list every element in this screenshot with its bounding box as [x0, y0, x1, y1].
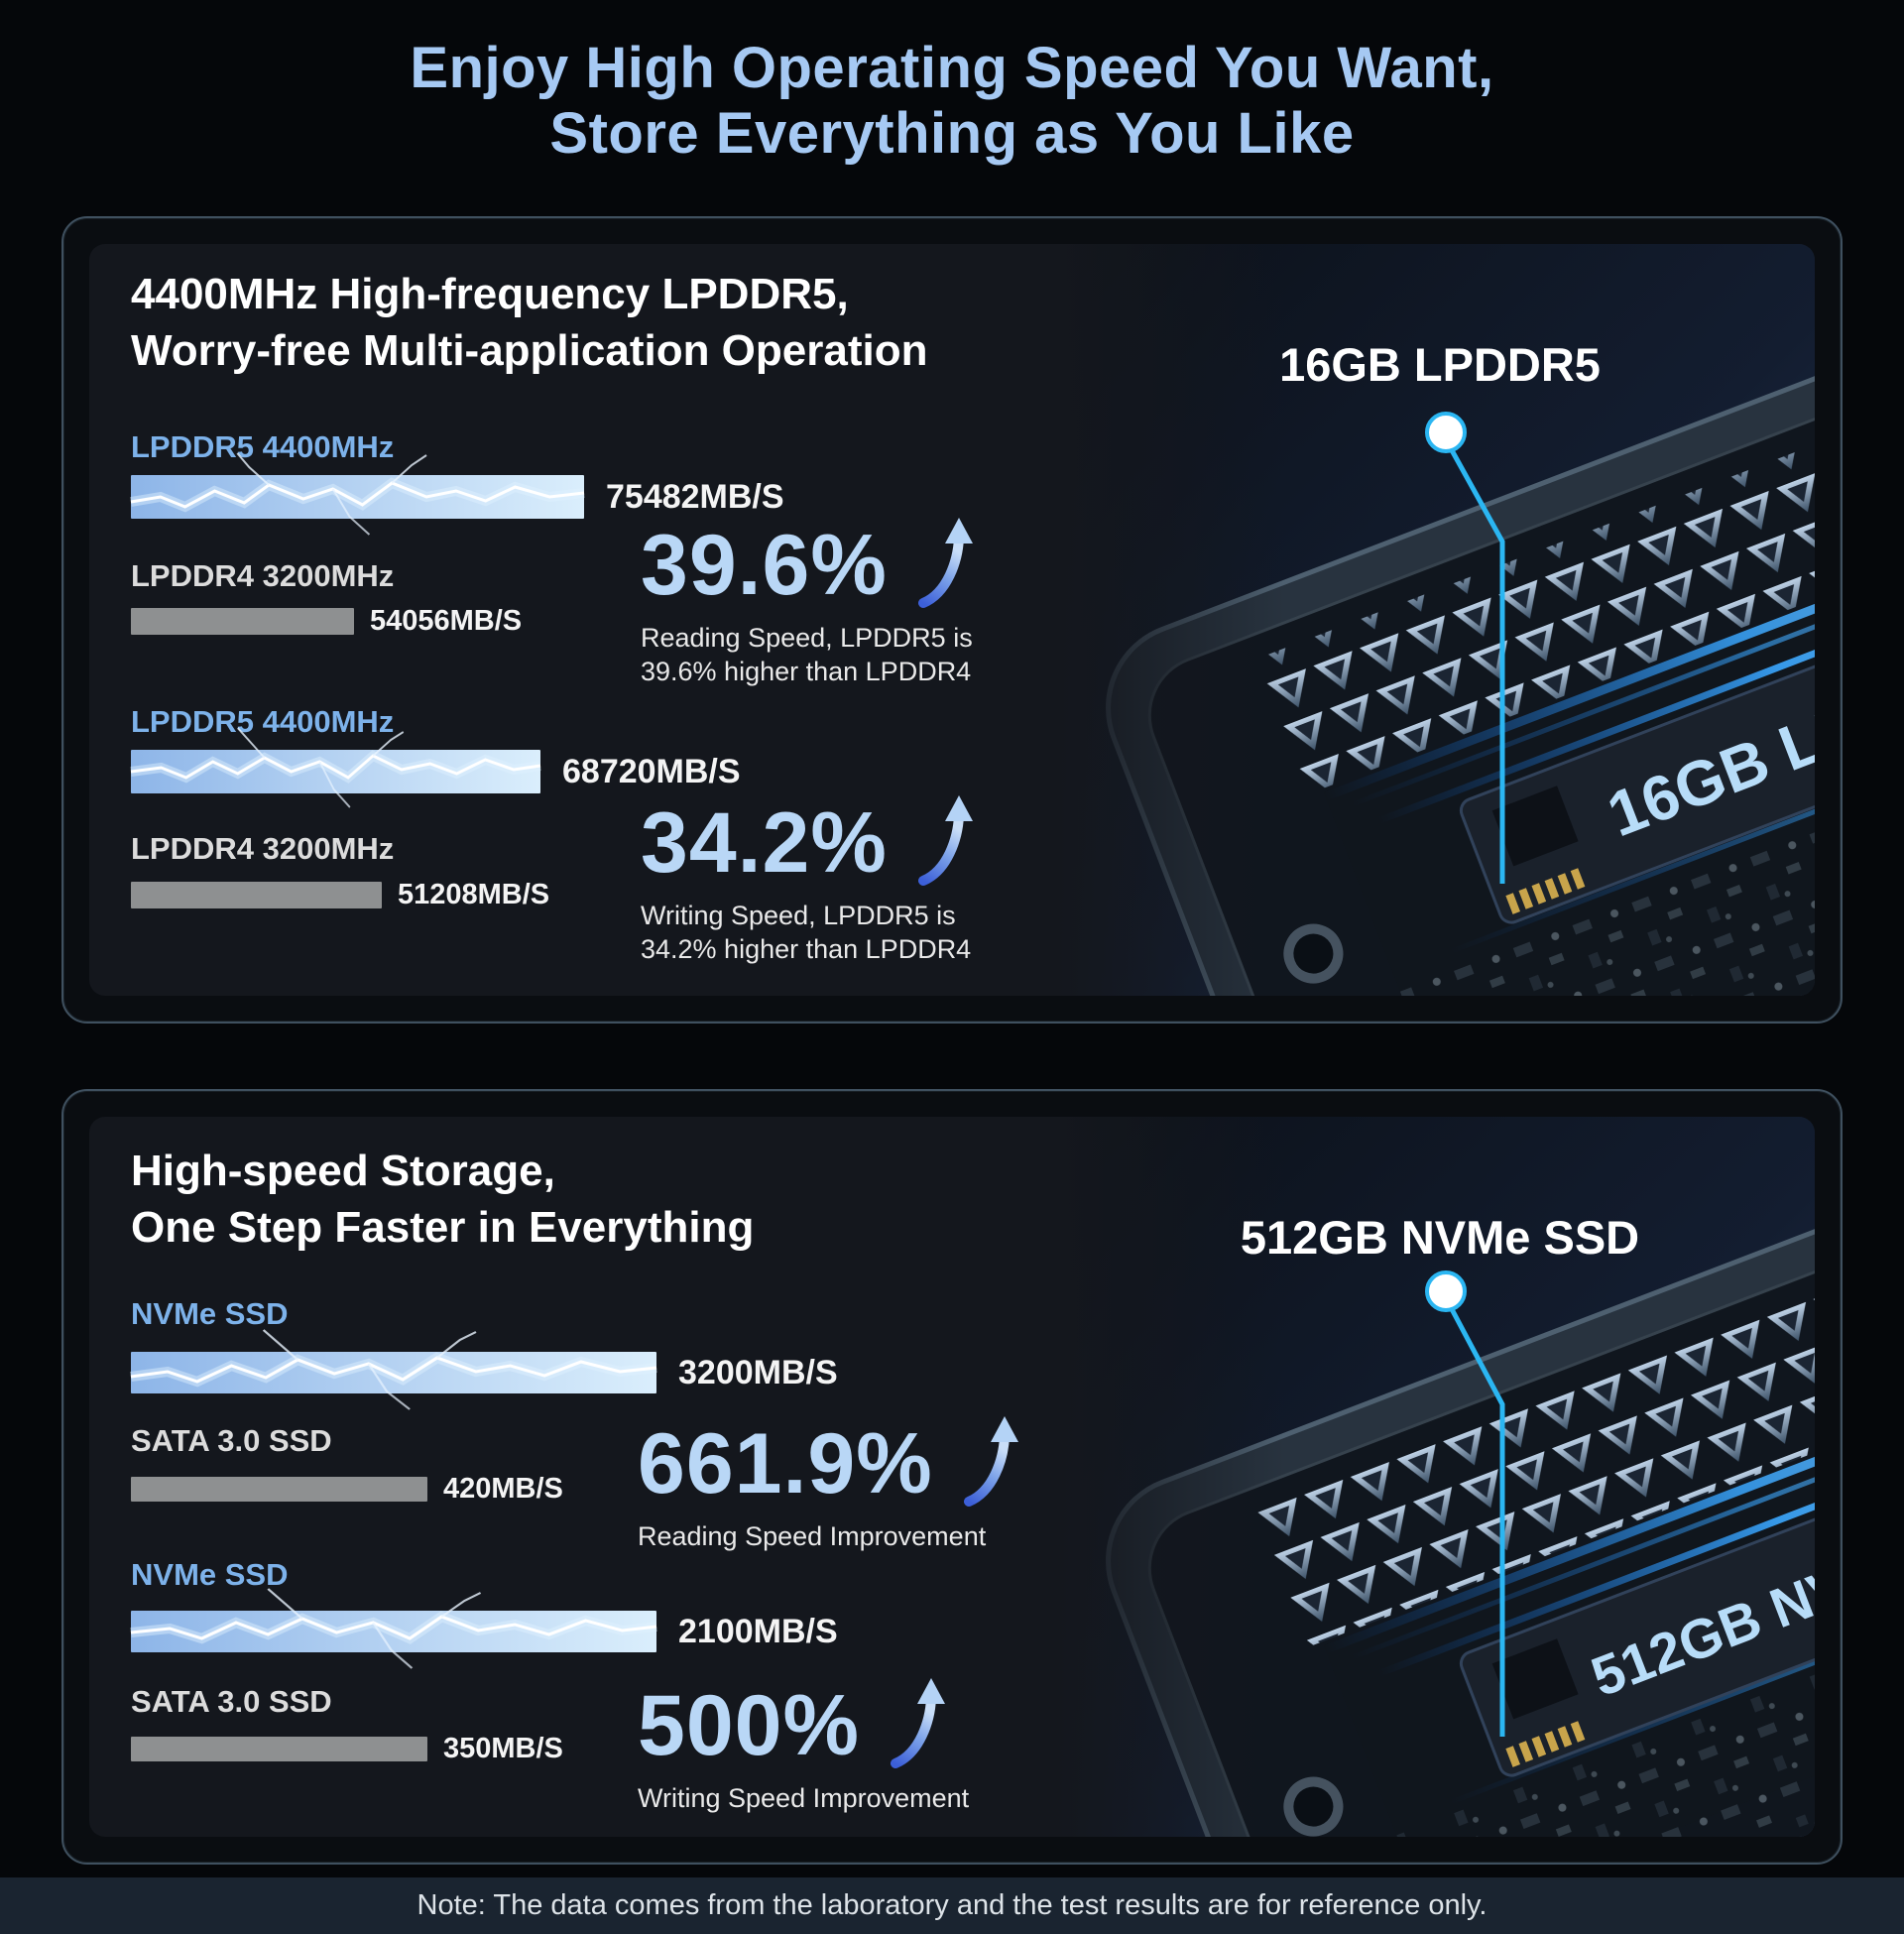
- bar-lpddr5-read: [130, 452, 585, 536]
- memory-card: 16GB LPDDR5 16GB LPDDR5 4400MHz High-fre…: [89, 244, 1815, 996]
- memory-product-photo: 16GB LPDDR5: [1056, 244, 1815, 996]
- storage-heading-line1: High-speed Storage,: [131, 1147, 555, 1195]
- bar-sata-write: [131, 1737, 427, 1761]
- read-improvement-block: 661.9% Reading Speed Improvement: [638, 1416, 1020, 1553]
- bar-value: 68720MB/S: [562, 752, 741, 790]
- ssd-stick: [1459, 1409, 1815, 1777]
- callout-line: [1449, 1307, 1505, 1737]
- bar-lpddr5-write: [130, 727, 541, 808]
- footnote-text: Note: The data comes from the laboratory…: [416, 1889, 1488, 1921]
- callout-dot: [1425, 412, 1467, 453]
- memory-heading-line2: Worry-free Multi-application Operation: [131, 326, 928, 375]
- memory-panel: 16GB LPDDR5 16GB LPDDR5 4400MHz High-fre…: [61, 216, 1843, 1024]
- bar-label-lpddr4-write: LPDDR4 3200MHz: [131, 831, 395, 866]
- read-improvement-caption: Reading Speed Improvement: [638, 1521, 987, 1551]
- read-improvement-percent: 39.6%: [641, 518, 888, 613]
- bar-row-sata-write: 350MB/S: [131, 1733, 563, 1765]
- vent-grille: [1255, 1192, 1815, 1647]
- bar-label-lpddr4-read: LPDDR4 3200MHz: [131, 558, 395, 593]
- bar-label-nvme-read: NVMe SSD: [131, 1296, 289, 1331]
- gold-contacts: [1505, 868, 1586, 914]
- memory-stick: [1459, 556, 1815, 924]
- bar-row-nvme-read: 3200MB/S: [130, 1329, 838, 1410]
- bar-label-sata-read: SATA 3.0 SSD: [131, 1423, 332, 1458]
- write-improvement-percent: 500%: [638, 1678, 860, 1773]
- callout-dot: [1425, 1270, 1467, 1312]
- mini-pc-device: 512GB NVMe SSD: [1106, 1160, 1815, 1837]
- memory-callout-label: 16GB LPDDR5: [1279, 338, 1601, 391]
- memory-heading-line1: 4400MHz High-frequency LPDDR5,: [131, 270, 849, 318]
- bar-row-nvme-write: 2100MB/S: [130, 1588, 838, 1669]
- bar-row-lpddr5-read: 75482MB/S: [130, 452, 784, 536]
- storage-heading: High-speed Storage, One Step Faster in E…: [131, 1143, 754, 1256]
- bar-sata-read: [131, 1477, 427, 1502]
- bar-row-lpddr4-write: 51208MB/S: [131, 879, 549, 911]
- up-arrow-icon: [963, 1416, 1018, 1507]
- write-improvement-percent: 34.2%: [641, 795, 888, 891]
- bar-label-lpddr5-read: LPDDR5 4400MHz: [131, 429, 395, 464]
- bar-row-lpddr5-write: 68720MB/S: [130, 727, 741, 808]
- up-arrow-icon: [890, 1678, 945, 1768]
- lightning-effect: [130, 1329, 657, 1410]
- read-improvement-percent: 661.9%: [638, 1416, 933, 1511]
- write-improvement-block: 34.2% Writing Speed, LPDDR5 is 34.2% hig…: [641, 795, 975, 966]
- write-improvement-block: 500% Writing Speed Improvement: [638, 1678, 970, 1815]
- bar-value: 3200MB/S: [678, 1353, 838, 1391]
- bar-label-sata-write: SATA 3.0 SSD: [131, 1684, 332, 1719]
- bar-row-lpddr4-read: 54056MB/S: [131, 605, 522, 638]
- bar-value: 51208MB/S: [398, 879, 550, 910]
- vent-grille: [1255, 339, 1815, 794]
- write-improvement-caption: Writing Speed Improvement: [638, 1783, 970, 1813]
- page-title: Enjoy High Operating Speed You Want, Sto…: [0, 36, 1904, 167]
- up-arrow-icon: [917, 795, 973, 886]
- screw-hole: [1283, 923, 1344, 984]
- storage-product-photo: 512GB NVMe SSD: [1056, 1117, 1815, 1837]
- bar-value: 350MB/S: [443, 1733, 563, 1764]
- bar-nvme-write: [130, 1588, 657, 1669]
- up-arrow-icon: [917, 518, 973, 608]
- bar-value: 54056MB/S: [370, 605, 523, 637]
- storage-panel: 512GB NVMe SSD 512GB NVMe SSD High-speed…: [61, 1089, 1843, 1865]
- page-title-line1: Enjoy High Operating Speed You Want,: [410, 36, 1494, 100]
- gold-contacts: [1505, 1721, 1586, 1767]
- bar-label-nvme-write: NVMe SSD: [131, 1557, 289, 1592]
- bar-label-lpddr5-write: LPDDR5 4400MHz: [131, 704, 395, 739]
- bar-nvme-read: [130, 1329, 657, 1410]
- read-improvement-block: 39.6% Reading Speed, LPDDR5 is 39.6% hig…: [641, 518, 975, 688]
- page-title-line2: Store Everything as You Like: [549, 101, 1355, 166]
- lightning-effect: [130, 1588, 657, 1669]
- bar-value: 420MB/S: [443, 1473, 563, 1505]
- bar-value: 2100MB/S: [678, 1612, 838, 1650]
- bar-row-sata-read: 420MB/S: [131, 1473, 563, 1506]
- bar-value: 75482MB/S: [606, 477, 784, 516]
- screw-hole: [1283, 1776, 1344, 1837]
- memory-heading: 4400MHz High-frequency LPDDR5, Worry-fre…: [131, 266, 927, 379]
- bar-lpddr4-read: [131, 608, 354, 635]
- write-improvement-caption: Writing Speed, LPDDR5 is 34.2% higher th…: [641, 901, 972, 964]
- storage-callout-label: 512GB NVMe SSD: [1240, 1211, 1640, 1264]
- storage-heading-line2: One Step Faster in Everything: [131, 1203, 755, 1252]
- bar-lpddr4-write: [131, 882, 382, 908]
- footnote-strip: Note: The data comes from the laboratory…: [0, 1877, 1904, 1934]
- callout-line: [1449, 448, 1505, 884]
- storage-card: 512GB NVMe SSD 512GB NVMe SSD High-speed…: [89, 1117, 1815, 1837]
- read-improvement-caption: Reading Speed, LPDDR5 is 39.6% higher th…: [641, 623, 973, 686]
- mini-pc-device: 16GB LPDDR5: [1106, 307, 1815, 996]
